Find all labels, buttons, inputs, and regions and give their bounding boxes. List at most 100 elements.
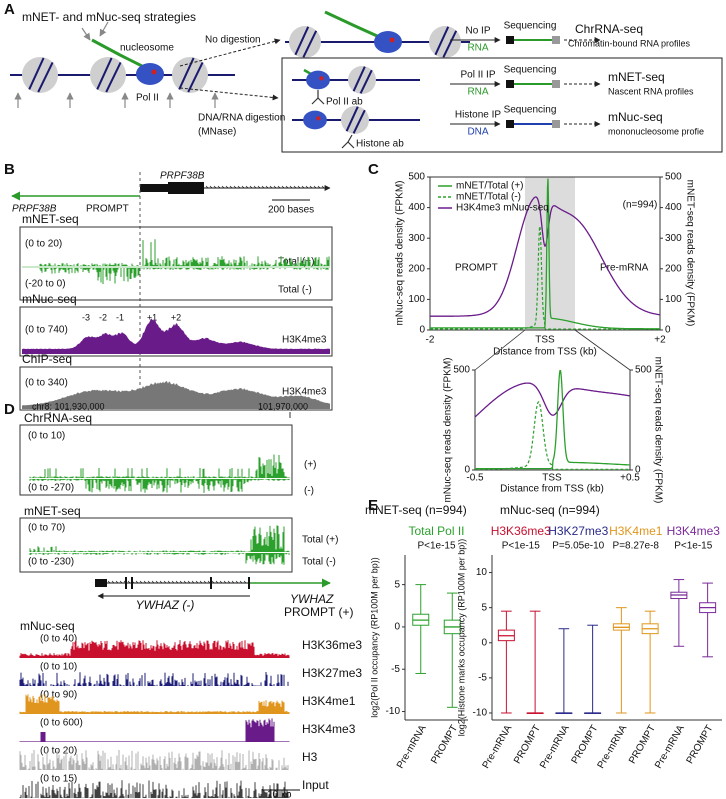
intron-tick [235, 580, 239, 584]
series-name: Total Pol II [408, 524, 464, 538]
x-tick-label: Pre-mRNA [395, 723, 429, 771]
label: -1 [116, 312, 124, 322]
intron-tick [147, 580, 151, 584]
label: 10 kb [267, 790, 292, 799]
label: Sequencing [504, 65, 557, 76]
track-label: H3K27me3 [302, 666, 362, 680]
signal [22, 381, 330, 409]
intron-tick [151, 580, 155, 584]
p-value: P<1e-15 [417, 541, 456, 552]
intron-tick [179, 580, 183, 584]
pol-ii [374, 31, 402, 53]
label: Sequencing [504, 105, 557, 116]
intron-tick [199, 580, 203, 584]
track-title: ChIP-seq [22, 352, 72, 366]
label: DNA/RNA digestion [198, 113, 285, 124]
label: Total (+) [278, 257, 314, 268]
y2-tick-label: 100 [665, 294, 682, 305]
label: (0 to 340) [25, 378, 68, 389]
signal [19, 780, 289, 798]
series-name: H3K27me3 [548, 524, 608, 538]
track-box [19, 366, 333, 411]
dna-wrap [294, 26, 310, 56]
intron-tick [171, 580, 175, 584]
x-tick-label: PROMPT [685, 723, 716, 766]
x-tick-label: Pre-mRNA [538, 723, 572, 771]
intron-tick [229, 185, 233, 189]
intron-tick [211, 580, 215, 584]
x-tick-label: Pre-mRNA [481, 723, 515, 771]
signal [19, 718, 290, 742]
y2-tick-label: 0 [635, 465, 641, 476]
intron-tick [305, 185, 309, 189]
intron-tick [245, 185, 249, 189]
dashed-arrow [179, 38, 281, 67]
label: (n=994) [623, 200, 658, 211]
x-tick-label: +2 [654, 335, 666, 346]
panel-label: E [368, 497, 378, 514]
x-tick-label: Pre-mRNA [596, 723, 630, 771]
x-tick-label: +0.5 [620, 473, 640, 484]
intron-tick [231, 580, 235, 584]
dna-wrap [442, 30, 458, 58]
label: nucleosome [120, 43, 174, 54]
y-tick-label: 5 [481, 602, 487, 613]
signal [39, 239, 330, 285]
label: No IP [465, 26, 490, 37]
x-tick-label: Pre-mRNA [653, 723, 687, 771]
intron-tick [223, 580, 227, 584]
label: (0 to 90) [40, 690, 77, 701]
mnase-arrow [81, 27, 91, 41]
method-name: mNuc-seq [608, 110, 663, 124]
label: mononucleosome profie [608, 126, 704, 136]
y-tick-label: 500 [453, 365, 470, 376]
y-tick-label: -5 [478, 673, 487, 684]
y2-tick-label: 200 [665, 263, 682, 274]
track-title: mNuc-seq [22, 292, 77, 306]
y-tick-label: -10 [386, 706, 401, 717]
intron-tick [217, 185, 221, 189]
label: mNuc-seq reads density (FPKM) [395, 180, 406, 325]
signal [19, 640, 290, 658]
legend-entry: mNET/Total (-) [456, 192, 521, 203]
label: Distance from TSS (kb) [500, 484, 604, 495]
label: -3 [82, 312, 90, 322]
intron-tick [237, 185, 241, 189]
label: (0 to 10) [28, 431, 65, 442]
label: 101,970,000 [258, 401, 308, 411]
dna-wrap [37, 61, 54, 93]
y-tick-label: 0 [419, 325, 425, 336]
curve [430, 196, 661, 317]
read-end [506, 80, 514, 88]
intron-tick [159, 580, 163, 584]
p-value: P=8.27e-8 [613, 541, 660, 552]
intron-tick [285, 185, 289, 189]
active-site [151, 69, 157, 75]
intron-tick [273, 185, 277, 189]
label: (0 to 20) [25, 239, 62, 250]
exon [131, 577, 133, 589]
dna-wrap [352, 66, 366, 92]
curve [430, 226, 660, 330]
intron-tick [213, 185, 217, 189]
intron-tick [289, 185, 293, 189]
intron-tick [317, 185, 321, 189]
intron-tick [155, 580, 159, 584]
intron-tick [277, 185, 281, 189]
rna [324, 10, 387, 42]
label: (-) [304, 486, 314, 497]
dna-wrap [105, 61, 122, 93]
exon [210, 577, 212, 589]
y-tick-label: 0 [464, 465, 470, 476]
label: (0 to -230) [28, 557, 74, 568]
y-tick-label: 100 [408, 294, 425, 305]
intron-tick [269, 185, 273, 189]
curve [475, 401, 630, 470]
track-label: H3K4me1 [302, 694, 356, 708]
label: 200 bases [268, 205, 314, 216]
signal [19, 694, 290, 714]
y-tick-label: -5 [391, 664, 400, 675]
track-title: ChrRNA-seq [24, 411, 92, 425]
label: Nascent RNA profiles [608, 86, 694, 96]
